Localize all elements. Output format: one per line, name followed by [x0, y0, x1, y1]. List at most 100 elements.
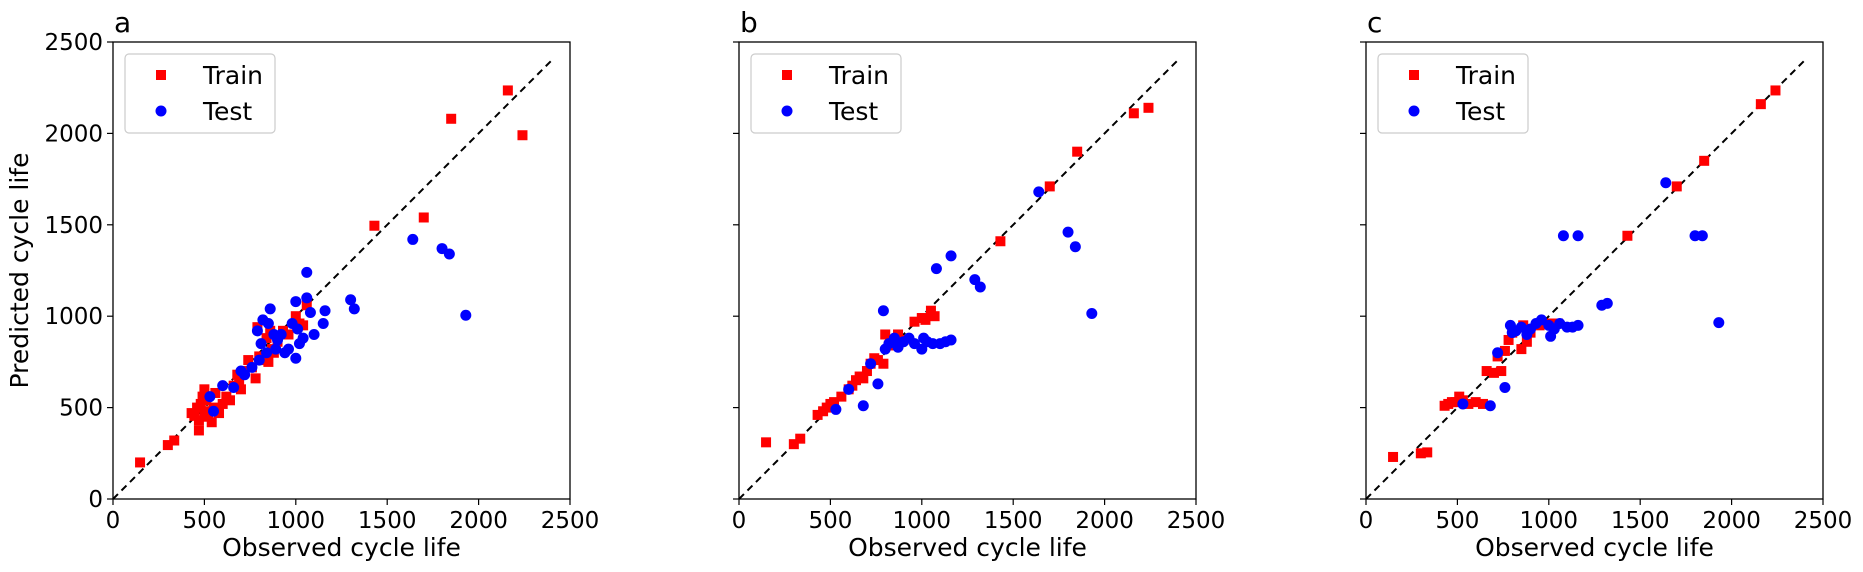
train-point — [234, 375, 245, 386]
train-point — [1044, 181, 1055, 192]
test-point — [930, 263, 942, 275]
test-point — [1557, 230, 1569, 242]
test-point — [1499, 381, 1511, 393]
train-point — [1755, 99, 1766, 110]
y-tick-label: 0 — [88, 487, 103, 513]
train-point — [1488, 367, 1499, 378]
test-point — [1572, 319, 1584, 331]
train-point — [788, 439, 799, 450]
test-point — [239, 369, 251, 381]
train-point — [925, 305, 936, 316]
y-tick-label: 2500 — [44, 30, 103, 56]
train-point — [446, 113, 457, 124]
y-tick-label: 1000 — [44, 304, 103, 330]
test-point — [228, 381, 240, 393]
points-group — [135, 85, 528, 468]
panel-label: c — [1367, 6, 1382, 39]
test-point — [974, 281, 986, 293]
x-tick-label: 500 — [808, 508, 852, 534]
train-point — [1622, 230, 1633, 241]
x-tick-label: 1500 — [984, 508, 1043, 534]
train-point — [162, 440, 173, 451]
x-tick-label: 500 — [182, 508, 226, 534]
x-tick-label: 1500 — [1611, 508, 1670, 534]
train-point — [812, 409, 823, 420]
panel-label: a — [114, 6, 131, 39]
panel-b: 0 500 1000 1500 2000 2500 b Observed cycle life… — [732, 6, 1226, 562]
train-point — [1128, 108, 1139, 119]
plot-frame — [112, 41, 571, 500]
train-point — [1671, 181, 1682, 192]
test-point — [217, 380, 229, 392]
train-point — [283, 329, 294, 340]
x-axis-label: Observed cycle life — [848, 533, 1087, 562]
x-tick-label: 2000 — [1702, 508, 1761, 534]
test-point — [292, 323, 304, 335]
train-point — [193, 425, 204, 436]
test-point — [251, 325, 263, 337]
train-point — [502, 85, 513, 96]
y-tick-label: 2000 — [44, 121, 103, 147]
test-point — [308, 328, 320, 340]
train-point — [909, 316, 920, 327]
test-point — [319, 305, 331, 317]
train-point — [203, 411, 214, 422]
x-tick-label: 0 — [732, 508, 747, 534]
train-point — [878, 358, 889, 369]
test-point — [1660, 177, 1672, 189]
train-point — [235, 384, 246, 395]
test-point — [1033, 186, 1045, 198]
train-point — [224, 395, 235, 406]
test-point — [443, 248, 455, 260]
panel-a: 00 500 500 1000 1000 1500 1500 2000 2000 2500 2500… — [5, 6, 599, 562]
test-point — [282, 343, 294, 355]
test-point — [888, 332, 900, 344]
reference-line — [738, 59, 1179, 500]
test-point — [255, 338, 267, 350]
x-tick-label: 1500 — [358, 508, 417, 534]
train-point — [1388, 451, 1399, 462]
test-point — [1086, 307, 1098, 319]
train-point — [1503, 334, 1514, 345]
train-point — [920, 314, 931, 325]
train-point — [250, 373, 261, 384]
panel-c: 0 500 1000 1500 2000 2500 c Observed cycle life… — [1359, 6, 1853, 562]
reference-line — [1365, 59, 1806, 500]
train-point — [1143, 102, 1154, 113]
test-point — [270, 343, 282, 355]
legend-train-label: Train — [202, 61, 263, 90]
legend-test-marker — [781, 105, 793, 117]
train-point — [418, 212, 429, 223]
test-point — [1062, 226, 1074, 238]
x-tick-label: 1000 — [267, 508, 326, 534]
x-axis-label: Observed cycle life — [222, 533, 461, 562]
legend-train-marker — [782, 70, 792, 80]
train-point — [135, 457, 146, 468]
x-tick-label: 2500 — [541, 508, 600, 534]
train-point — [193, 415, 204, 426]
legend-train-marker — [156, 70, 166, 80]
train-point — [829, 397, 840, 408]
train-point — [199, 384, 210, 395]
legend-train-label: Train — [828, 61, 889, 90]
test-point — [830, 403, 842, 415]
train-point — [1422, 447, 1433, 458]
train-point — [169, 435, 180, 446]
test-point — [208, 405, 220, 417]
train-point — [1450, 397, 1461, 408]
train-point — [995, 236, 1006, 247]
train-point — [369, 220, 380, 231]
test-point — [872, 378, 884, 390]
train-point — [199, 406, 210, 417]
train-point — [836, 391, 847, 402]
train-point — [1499, 345, 1510, 356]
train-point — [217, 398, 228, 409]
legend-train-marker — [1409, 70, 1419, 80]
test-point — [275, 328, 287, 340]
legend-test-label: Test — [828, 97, 878, 126]
train-point — [1699, 155, 1710, 166]
train-point — [929, 311, 940, 322]
x-tick-label: 2000 — [449, 508, 508, 534]
test-point — [345, 294, 357, 306]
